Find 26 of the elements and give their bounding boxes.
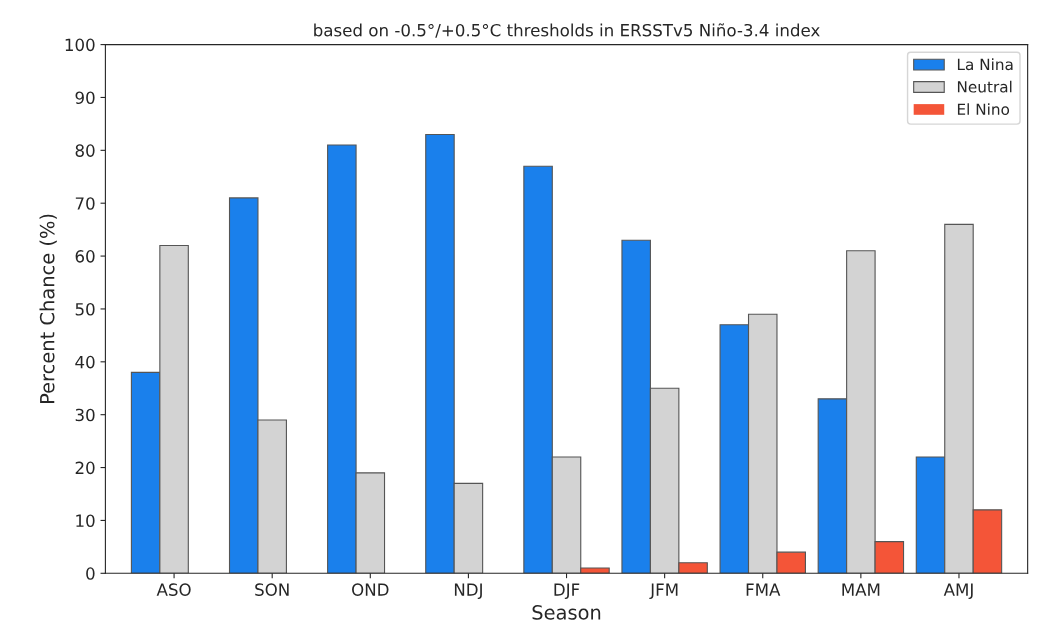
x-tick-label: SON (255, 583, 289, 596)
x-tick-label: ASO (156, 583, 191, 596)
y-tick-label: 40 (75, 355, 95, 369)
y-tick-label: 90 (75, 91, 95, 105)
y-tick-label: 70 (75, 197, 95, 210)
x-tick-label: OND (352, 583, 389, 596)
x-tick-label: JFM (649, 583, 678, 600)
x-tick-label: FMA (746, 583, 781, 596)
x-tick-label: DJF (554, 583, 580, 600)
y-tick-label: 80 (75, 144, 95, 157)
y-tick-label: 30 (75, 408, 95, 422)
y-axis-title: Percent Chance (%) (39, 214, 57, 404)
y-tick-label: 10 (76, 514, 95, 527)
chart-title: based on -0.5°/+0.5°C thresholds in ERSSTv5 Niño-3.4 index (314, 23, 820, 38)
y-tick-label: 50 (75, 302, 95, 316)
x-axis-title: Season (532, 605, 601, 620)
y-tick-label: 20 (75, 461, 95, 475)
y-tick-label: 0 (86, 567, 95, 580)
legend-label: Neutral (957, 80, 1012, 93)
x-tick-label: MAM (842, 583, 880, 596)
y-tick-label: 60 (75, 250, 95, 263)
legend-label: El Nino (957, 103, 1010, 116)
x-tick-label: AMJ (943, 583, 973, 600)
x-tick-label: NDJ (454, 583, 482, 600)
y-tick-label: 100 (65, 38, 95, 52)
legend-label: La Nina (957, 58, 1013, 71)
